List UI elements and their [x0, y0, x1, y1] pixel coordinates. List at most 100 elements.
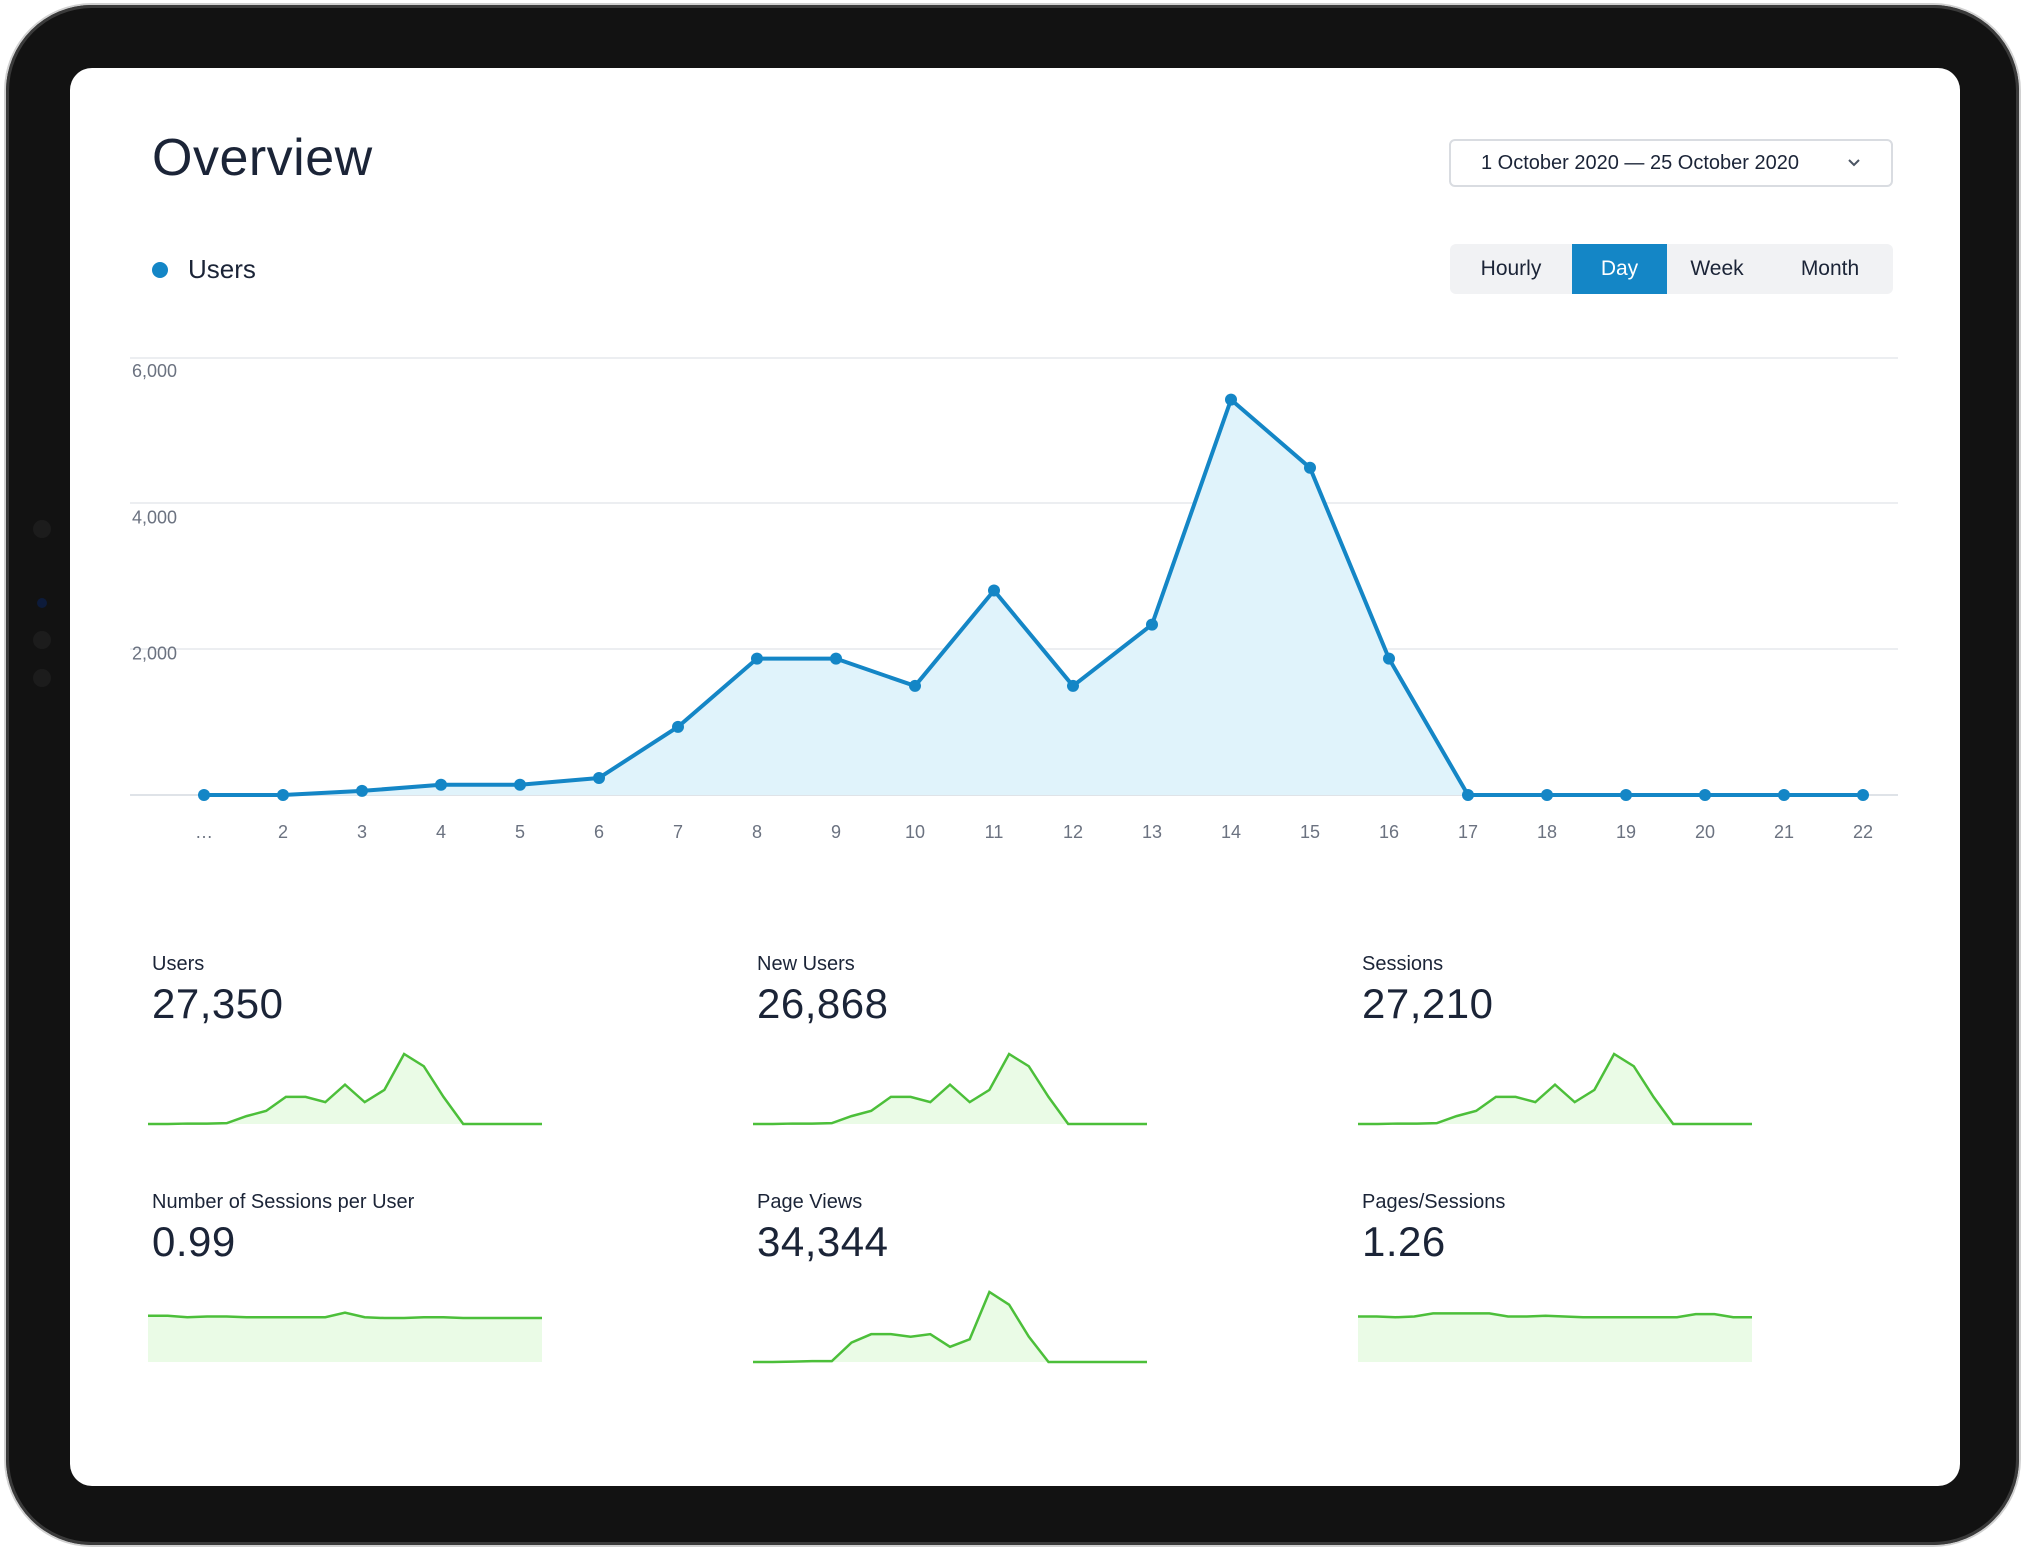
data-point	[988, 584, 1000, 597]
kpi-value: 27,350	[152, 980, 284, 1027]
data-point	[277, 789, 289, 801]
kpi-value: 27,210	[1362, 980, 1494, 1027]
granularity-month-button[interactable]: Month	[1800, 257, 1860, 280]
chart-legend: Users	[152, 254, 256, 285]
kpi-card: Sessions 27,210	[1362, 953, 1762, 1028]
legend-label: Users	[188, 254, 256, 284]
data-point	[1620, 789, 1632, 801]
kpi-card: Users 27,350	[152, 953, 552, 1028]
x-tick-label: 15	[1300, 822, 1320, 842]
x-tick-label: 5	[515, 822, 525, 842]
x-tick-label: 6	[594, 822, 604, 842]
data-point	[1857, 789, 1869, 801]
date-range-value: 1 October 2020 — 25 October 2020	[1481, 151, 1799, 174]
granularity-hourly-button[interactable]: Hourly	[1480, 257, 1542, 280]
x-tick-label: 17	[1458, 822, 1478, 842]
kpi-value: 34,344	[757, 1218, 889, 1265]
x-tick-label: 20	[1695, 822, 1715, 842]
sparkline-area	[148, 1054, 542, 1124]
sparkline-line	[1358, 1052, 1752, 1126]
x-tick-label: 19	[1616, 822, 1636, 842]
data-point	[909, 679, 921, 692]
kpi-value: 26,868	[757, 980, 889, 1027]
data-point	[672, 720, 684, 733]
dashboard-screen: Overview 1 October 2020 — 25 October 202…	[70, 68, 1960, 1486]
x-tick-label: 10	[905, 822, 925, 842]
date-range-select[interactable]: 1 October 2020 — 25 October 2020	[1449, 139, 1893, 187]
data-point	[1146, 618, 1158, 631]
data-point	[514, 778, 526, 791]
kpi-label: New Users	[757, 953, 855, 975]
sparkline-line	[1358, 1312, 1752, 1319]
x-tick-label: 16	[1379, 822, 1399, 842]
x-tick-label: 11	[985, 822, 1004, 842]
data-point	[1304, 461, 1316, 474]
sparkline-line	[753, 1052, 1147, 1126]
kpi-label: Number of Sessions per User	[152, 1191, 415, 1213]
x-tick-label: 9	[831, 822, 841, 842]
x-tick-label: …	[195, 822, 213, 842]
kpi-value: 0.99	[152, 1218, 236, 1265]
x-tick-label: 14	[1221, 822, 1241, 842]
kpi-card: New Users 26,868	[757, 953, 1157, 1028]
x-tick-label: 2	[278, 822, 288, 842]
sparkline-area	[148, 1312, 542, 1362]
kpi-sparkline	[753, 1052, 1147, 1126]
granularity-day-button[interactable]: Day	[1572, 244, 1667, 294]
kpi-label: Users	[152, 953, 205, 975]
x-tick-label: 22	[1853, 822, 1873, 842]
sparkline-area	[753, 1292, 1147, 1362]
users-area-chart: 6,000 4,000 2,000 … 2 3 4 5 6 7 8 9 10 11 12 13 14 15 16 17…	[130, 357, 1898, 842]
kpi-sparkline	[148, 1311, 542, 1362]
sparkline-line	[753, 1290, 1147, 1364]
sparkline-line	[148, 1311, 542, 1320]
kpi-sparkline	[148, 1052, 542, 1126]
data-point	[1541, 789, 1553, 801]
data-point	[593, 771, 605, 784]
y-tick-label: 6,000	[132, 361, 177, 381]
kpi-card: Page Views 34,344	[757, 1191, 1157, 1266]
x-tick-label: 12	[1063, 822, 1083, 842]
x-tick-label: 4	[436, 822, 446, 842]
granularity-week-button[interactable]: Week	[1690, 257, 1744, 280]
chevron-down-icon	[1848, 159, 1860, 167]
x-tick-label: 13	[1142, 822, 1162, 842]
sparkline-area	[753, 1054, 1147, 1124]
y-tick-label: 2,000	[132, 644, 177, 664]
kpi-card: Number of Sessions per User 0.99	[152, 1191, 552, 1266]
x-tick-label: 21	[1774, 822, 1794, 842]
granularity-toggle: Hourly Day Week Month	[1450, 244, 1893, 294]
page-title: Overview	[152, 129, 373, 187]
data-point	[356, 784, 368, 797]
x-tick-label: 3	[357, 822, 367, 842]
x-tick-label: 7	[673, 822, 683, 842]
sensor-dot	[33, 631, 51, 649]
kpi-label: Pages/Sessions	[1362, 1191, 1506, 1213]
data-point	[1778, 789, 1790, 801]
users-series-line	[204, 397, 1863, 797]
sparkline-line	[148, 1052, 542, 1126]
kpi-sparkline	[1358, 1052, 1752, 1126]
data-point	[198, 789, 210, 801]
kpi-label: Sessions	[1362, 953, 1444, 975]
data-point	[1225, 393, 1237, 406]
sensor-dot	[33, 669, 51, 687]
kpi-sparkline	[1358, 1312, 1752, 1362]
sparkline-area	[1358, 1054, 1752, 1124]
sensor-dot	[33, 520, 51, 538]
data-point	[1699, 789, 1711, 801]
data-point	[435, 778, 447, 791]
users-area-fill	[204, 399, 1863, 795]
kpi-sparkline	[753, 1290, 1147, 1364]
camera-lens	[37, 598, 47, 608]
data-point	[830, 652, 842, 665]
kpi-value: 1.26	[1362, 1218, 1446, 1265]
legend-dot-icon	[152, 261, 168, 278]
data-point	[1383, 652, 1395, 665]
sparkline-area	[1358, 1313, 1752, 1362]
y-tick-label: 4,000	[132, 507, 177, 527]
data-point	[1067, 679, 1079, 692]
kpi-card: Pages/Sessions 1.26	[1362, 1191, 1762, 1266]
x-tick-label: 8	[752, 822, 762, 842]
kpi-label: Page Views	[757, 1191, 863, 1213]
